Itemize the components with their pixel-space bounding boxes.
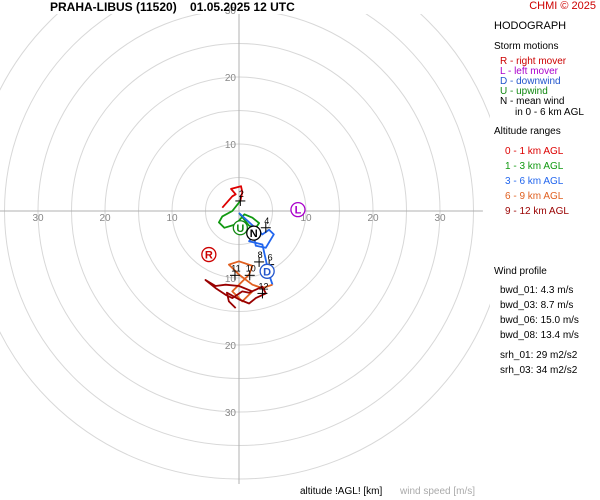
- storm-motion-marker: [290, 202, 306, 218]
- storm-motion-item: L - left mover: [500, 66, 558, 77]
- y-tick-label: 20: [225, 73, 237, 84]
- altitude-range-item: 1 - 3 km AGL: [505, 161, 564, 172]
- storm-motion-item: U - upwind: [500, 86, 548, 97]
- srh-item: srh_03: 34 m2/s2: [500, 365, 578, 376]
- x-tick-label: 10: [166, 213, 178, 224]
- y-tick-label: 20: [225, 341, 237, 352]
- wind-profile-item: bwd_03: 8.7 m/s: [500, 300, 574, 311]
- altitude-ranges-title: Altitude ranges: [494, 126, 561, 137]
- storm-motion-label: D: [263, 266, 271, 278]
- y-tick-label: 10: [225, 140, 237, 151]
- hodograph-segment: [221, 185, 244, 209]
- x-tick-label: 10: [300, 213, 312, 224]
- altitude-mark-label: 12: [258, 281, 268, 291]
- hodograph-segment: [204, 279, 267, 309]
- storm-motion-item: R - right mover: [500, 56, 567, 67]
- panel-title: HODOGRAPH: [494, 20, 567, 32]
- chart-title: PRAHA-LIBUS (11520) 01.05.2025 12 UTC: [50, 0, 295, 14]
- x-tick-label: 30: [32, 213, 44, 224]
- y-tick-label: 30: [225, 408, 237, 419]
- storm-motion-marker: [259, 263, 275, 279]
- storm-motion-marker: [232, 220, 248, 236]
- wind-profile-item: bwd_01: 4.3 m/s: [500, 285, 574, 296]
- altitude-range-item: 6 - 9 km AGL: [505, 191, 564, 202]
- x-tick-label: 20: [99, 213, 111, 224]
- wind-profile-item: bwd_08: 13.4 m/s: [500, 330, 579, 341]
- y-tick-label: 10: [225, 274, 237, 285]
- x-tick-label: 20: [367, 213, 379, 224]
- altitude-range-item: 3 - 6 km AGL: [505, 176, 564, 187]
- altitude-mark-label: 2: [239, 189, 244, 199]
- storm-motion-marker: [201, 246, 217, 263]
- x-tick-label: 30: [434, 213, 446, 224]
- storm-motion-label: N: [250, 228, 258, 240]
- storm-motion-label: L: [295, 205, 302, 217]
- altitude-mark-label: 4: [264, 216, 269, 226]
- storm-motion-item: D - downwind: [500, 76, 561, 87]
- hodograph-segment: [238, 212, 275, 285]
- y-tick-label: 30: [225, 6, 237, 17]
- srh-item: srh_01: 29 m2/s2: [500, 350, 578, 361]
- wind-profile-item: bwd_06: 15.0 m/s: [500, 315, 579, 326]
- storm-motion-item: in 0 - 6 km AGL: [515, 107, 584, 118]
- altitude-range-item: 0 - 1 km AGL: [505, 146, 564, 157]
- altitude-mark-label: 10: [246, 263, 256, 273]
- hodograph-segment: [227, 260, 273, 303]
- storm-motions-title: Storm motions: [494, 41, 559, 52]
- storm-motion-label: R: [205, 250, 213, 262]
- altitude-mark-label: 11: [231, 263, 240, 273]
- wind-profile-title: Wind profile: [494, 266, 547, 277]
- altitude-mark-label: 8: [258, 250, 263, 260]
- altitude-range-item: 9 - 12 km AGL: [505, 206, 569, 217]
- storm-motion-item: N - mean wind: [500, 96, 565, 107]
- copyright-label: CHMI © 2025: [529, 0, 596, 12]
- storm-motion-label: U: [236, 223, 244, 235]
- storm-motion-marker: [246, 225, 262, 241]
- wind-speed-label: wind speed [m/s]: [400, 486, 476, 497]
- altitude-axis-label: altitude !AGL! [km]: [300, 486, 383, 497]
- altitude-mark-label: 6: [268, 253, 273, 263]
